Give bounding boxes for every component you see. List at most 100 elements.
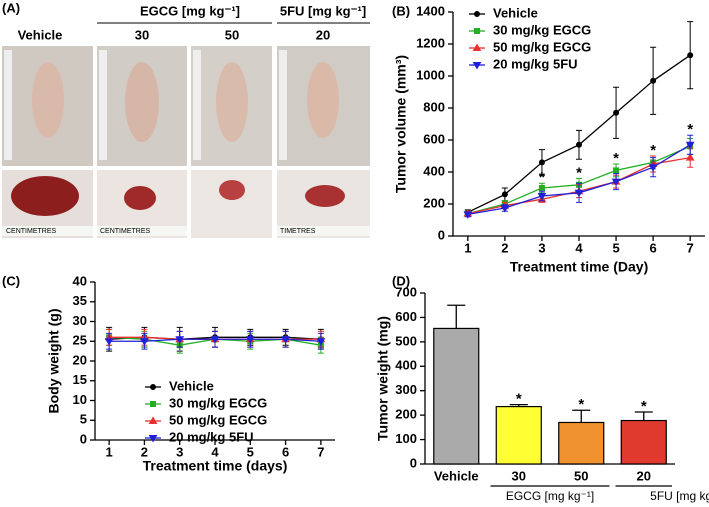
significance: * — [578, 396, 584, 413]
mouse — [307, 62, 339, 138]
marker — [150, 384, 156, 390]
x-tick-label: Vehicle — [434, 468, 479, 483]
marker — [537, 193, 547, 201]
y-tick-label: 25 — [73, 333, 87, 348]
bar — [558, 421, 605, 465]
marker — [140, 338, 149, 346]
marker — [210, 336, 220, 344]
marker — [611, 178, 621, 187]
ruler — [99, 50, 107, 160]
marker — [474, 28, 480, 34]
marker — [648, 164, 658, 172]
y-tick-label: 500 — [395, 333, 417, 348]
column-header: 30 — [135, 27, 149, 42]
marker — [472, 62, 482, 70]
y-tick-label: 10 — [73, 392, 87, 407]
ruler-label: CENTIMETRES — [6, 228, 57, 235]
x-axis-label: Treatment time (Day) — [510, 259, 648, 275]
significance: * — [613, 150, 619, 167]
marker — [685, 153, 695, 161]
x-tick-label: 1 — [106, 444, 113, 459]
column-header: 20 — [316, 27, 330, 42]
marker — [650, 77, 657, 84]
panel-label: (A) — [2, 0, 20, 15]
y-tick-label: 0 — [80, 431, 87, 446]
tumor — [219, 180, 245, 200]
mouse — [32, 62, 64, 138]
legend-label: Vehicle — [169, 378, 214, 393]
ruler — [193, 50, 201, 160]
y-tick-label: 0 — [410, 455, 417, 470]
x-tick-label: 3 — [538, 240, 545, 255]
legend-label: 20 mg/kg 5FU — [493, 56, 578, 71]
mouse-photos — [2, 46, 370, 166]
y-axis-label: Tumor volume (mm³) — [393, 55, 409, 193]
y-tick-label: 35 — [73, 293, 87, 308]
marker — [501, 191, 508, 198]
significance: * — [576, 164, 582, 181]
ruler — [279, 50, 287, 160]
mouse — [216, 62, 248, 142]
significance: * — [516, 391, 522, 408]
marker — [576, 141, 582, 148]
marker — [500, 205, 510, 213]
marker — [613, 109, 620, 116]
marker — [538, 185, 545, 191]
ruler — [4, 50, 12, 160]
tumor — [305, 185, 345, 207]
y-tick-label: 800 — [423, 99, 445, 114]
marker — [150, 401, 156, 407]
y-tick-label: 30 — [73, 313, 87, 328]
significance: * — [641, 398, 647, 415]
ruler-label: CENTIMETRES — [100, 228, 151, 235]
x-tick-label: 6 — [650, 240, 657, 255]
y-tick-label: 100 — [395, 431, 417, 446]
error-bar — [447, 304, 466, 329]
column-header: 50 — [225, 27, 239, 42]
x-tick-label: 7 — [687, 240, 694, 255]
x-tick-label: 3 — [176, 444, 183, 459]
group-header: EGCG [mg kg⁻¹] — [140, 3, 240, 18]
marker — [148, 416, 158, 424]
y-tick-label: 600 — [395, 309, 417, 324]
significance: * — [687, 121, 693, 138]
bar — [433, 327, 480, 465]
marker — [574, 189, 584, 198]
panel-label: (D) — [392, 273, 410, 288]
y-axis-label: Body weight (g) — [46, 309, 62, 414]
y-tick-label: 40 — [73, 273, 87, 288]
x-axis-label: Treatment time (days) — [143, 458, 288, 474]
x-tick-label: 7 — [317, 444, 324, 459]
marker — [463, 211, 473, 219]
panel-label: (C) — [2, 273, 20, 288]
legend-label: 30 mg/kg EGCG — [493, 22, 591, 37]
y-tick-label: 20 — [73, 352, 87, 367]
y-tick-label: 1200 — [416, 35, 445, 50]
ruler-label: TIMETRES — [280, 228, 316, 235]
marker — [104, 338, 114, 346]
y-tick-label: 15 — [73, 372, 87, 387]
error-bar — [634, 411, 653, 421]
tumor — [11, 176, 79, 216]
y-tick-label: 600 — [423, 131, 445, 146]
marker — [613, 167, 620, 174]
x-tick-label: 4 — [575, 240, 583, 255]
marker — [538, 159, 545, 166]
bar — [620, 419, 667, 465]
y-tick-label: 700 — [395, 284, 417, 299]
x-tick-label: 30 — [512, 468, 526, 483]
x-tick-label: 5 — [612, 240, 619, 255]
error-bar — [572, 409, 591, 423]
column-header: Vehicle — [18, 27, 63, 42]
x-tick-label: 20 — [637, 468, 651, 483]
ruler — [2, 226, 93, 236]
y-tick-label: 1000 — [416, 67, 445, 82]
group-header: 5FU [mg kg⁻¹] — [280, 3, 366, 18]
x-tick-label: 2 — [501, 240, 508, 255]
y-tick-label: 200 — [395, 407, 417, 422]
significance: * — [650, 142, 656, 159]
marker — [175, 336, 185, 344]
y-tick-label: 400 — [395, 358, 417, 373]
x-tick-label: 4 — [211, 444, 219, 459]
